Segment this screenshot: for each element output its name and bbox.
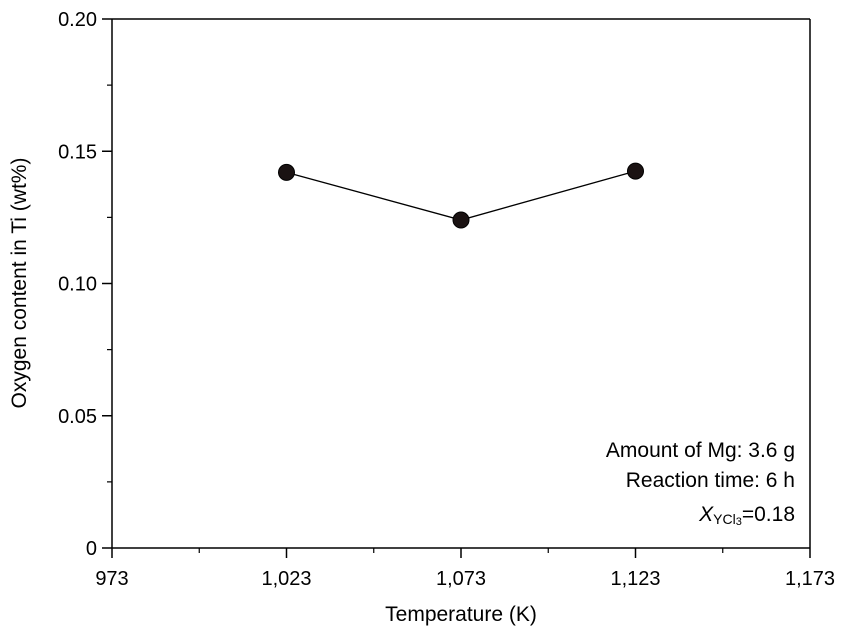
data-point bbox=[627, 162, 644, 180]
y-axis-title: Oxygen content in Ti (wt%) bbox=[8, 158, 31, 409]
x-tick-label: 1,073 bbox=[436, 568, 486, 590]
x-tick-label: 973 bbox=[95, 568, 128, 590]
x-axis-title: Temperature (K) bbox=[385, 603, 537, 626]
x-tick-label: 1,123 bbox=[610, 568, 660, 590]
data-point bbox=[452, 211, 470, 229]
y-tick-label: 0.10 bbox=[58, 274, 97, 296]
x-ticks: 973 1,023 1,073 1,123 1,173 bbox=[95, 548, 835, 590]
annotation-mg: Amount of Mg: 3.6 g bbox=[606, 439, 795, 462]
y-tick-label: 0.15 bbox=[58, 141, 97, 163]
data-point bbox=[278, 163, 295, 181]
y-tick-label: 0 bbox=[86, 538, 97, 560]
series-layer bbox=[278, 162, 644, 229]
annotation-mole-fraction: XYCl3=0.18 bbox=[698, 503, 795, 528]
x-tick-label: 1,173 bbox=[785, 568, 835, 590]
annotation-box: Amount of Mg: 3.6 g Reaction time: 6 h X… bbox=[606, 439, 795, 528]
mole-fraction-value: =0.18 bbox=[742, 503, 795, 526]
mole-fraction-subscript-index: 3 bbox=[736, 516, 742, 528]
x-tick-label: 1,023 bbox=[261, 568, 311, 590]
mole-fraction-symbol: X bbox=[698, 503, 714, 526]
y-ticks: 0 0.05 0.10 0.15 0.20 bbox=[58, 9, 112, 560]
annotation-time: Reaction time: 6 h bbox=[626, 469, 795, 492]
y-tick-label: 0.20 bbox=[58, 9, 97, 31]
mole-fraction-subscript: YCl bbox=[713, 511, 736, 527]
y-tick-label: 0.05 bbox=[58, 406, 97, 428]
